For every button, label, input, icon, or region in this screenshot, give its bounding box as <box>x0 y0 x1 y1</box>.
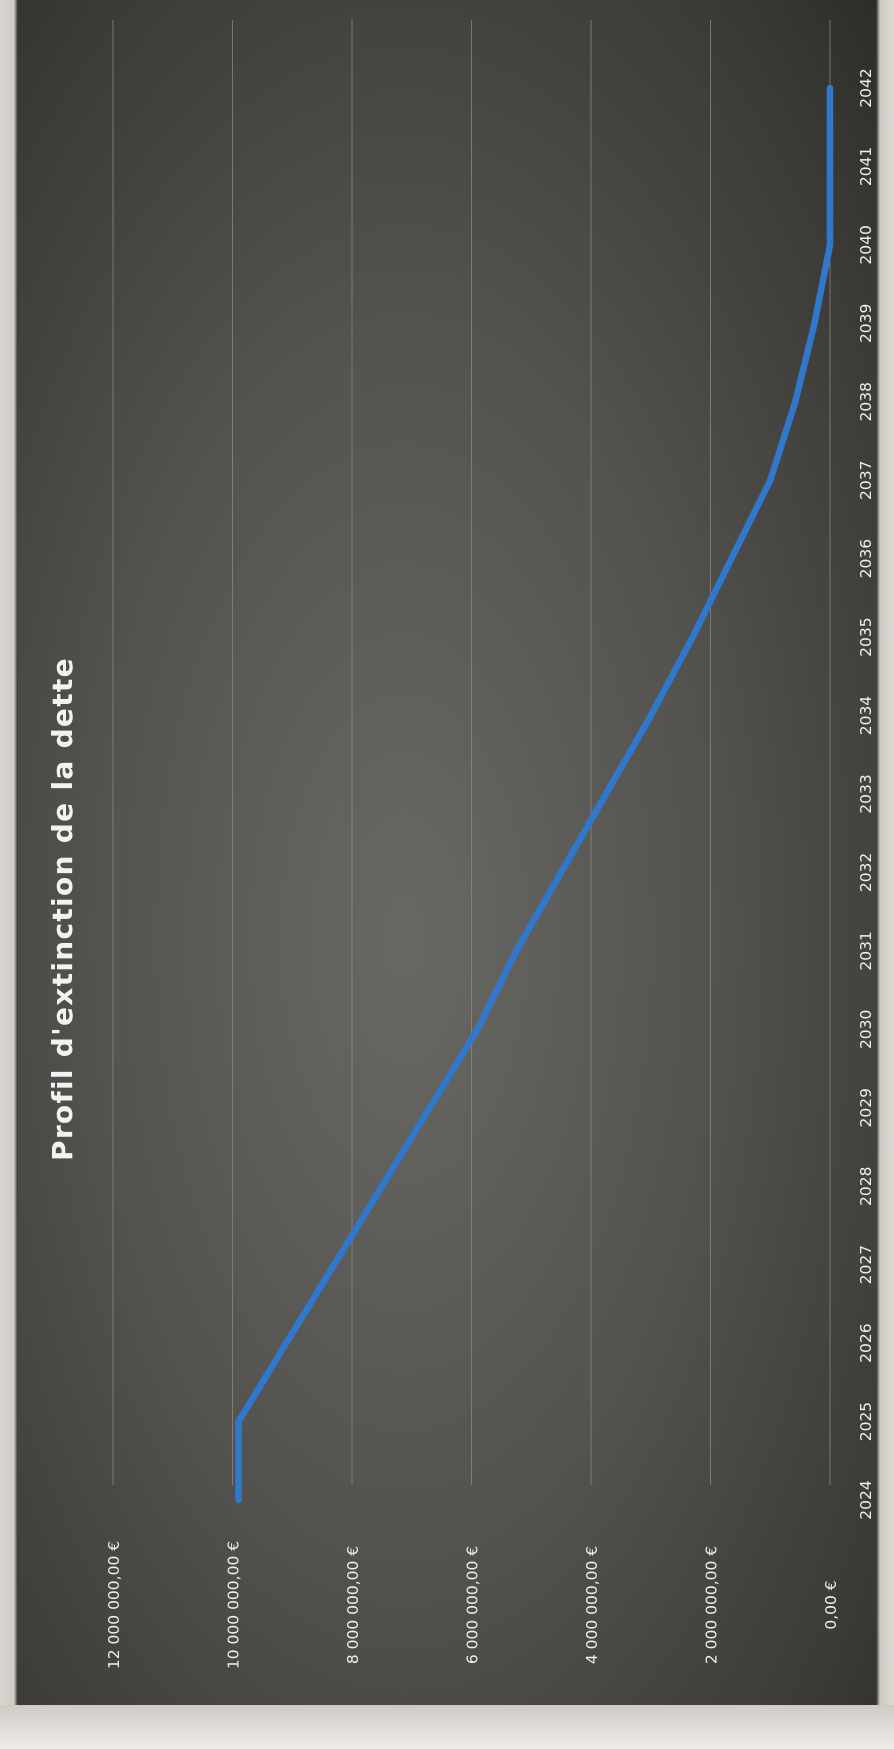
x-tick-label: 2038 <box>857 382 875 421</box>
x-tick-label: 2035 <box>857 617 875 656</box>
x-tick-label: 2040 <box>857 225 875 264</box>
series-line <box>235 84 834 1504</box>
x-tick-label: 2033 <box>857 774 875 813</box>
chart-panel <box>18 0 876 1705</box>
paper-edge <box>0 1705 894 1749</box>
x-tick-label: 2029 <box>857 1088 875 1127</box>
x-tick-label: 2039 <box>857 304 875 343</box>
x-tick-label: 2027 <box>857 1245 875 1284</box>
y-tick-label: 12 000 000,00 € <box>105 1541 123 1669</box>
y-tick-label: 2 000 000,00 € <box>703 1546 721 1664</box>
x-tick-label: 2042 <box>857 68 875 107</box>
x-tick-label: 2041 <box>857 147 875 186</box>
y-tick-label: 8 000 000,00 € <box>344 1546 362 1664</box>
x-tick-label: 2028 <box>857 1166 875 1205</box>
y-tick-label: 0,00 € <box>822 1580 840 1629</box>
y-tick-layer: 0,00 € 2 000 000,00 € 4 000 000,00 € 6 000 … <box>105 1541 840 1669</box>
x-tick-label: 2037 <box>857 460 875 499</box>
x-tick-label: 2025 <box>857 1402 875 1441</box>
x-tick-label: 2031 <box>857 931 875 970</box>
y-tick-label: 4 000 000,00 € <box>583 1546 601 1664</box>
x-tick-label: 2034 <box>857 696 875 735</box>
x-tick-label: 2026 <box>857 1323 875 1362</box>
y-tick-label: 6 000 000,00 € <box>464 1546 482 1664</box>
y-tick-label: 10 000 000,00 € <box>225 1541 243 1669</box>
line-layer <box>235 84 834 1504</box>
chart-title: Profil d'extinction de la dette <box>46 657 79 1161</box>
grid-layer <box>112 20 831 1485</box>
x-tick-label: 2036 <box>857 539 875 578</box>
x-tick-label: 2024 <box>857 1480 875 1519</box>
x-tick-label: 2030 <box>857 1010 875 1049</box>
x-tick-layer: 2024 2025 2026 2027 2028 2029 2030 2031 2032 2033… <box>857 68 875 1519</box>
x-tick-label: 2032 <box>857 853 875 892</box>
